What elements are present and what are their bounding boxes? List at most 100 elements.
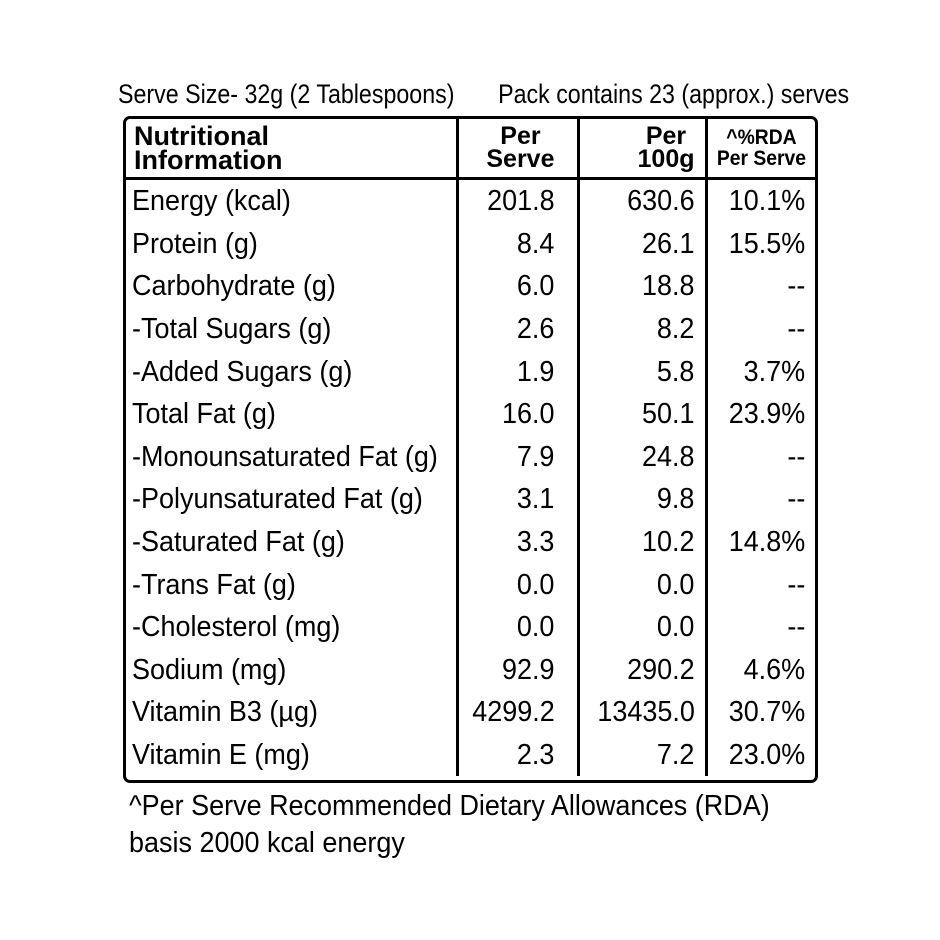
per-100g-cell-text: 7.2 — [656, 739, 695, 772]
nutrient-name-cell-text: -Cholesterol (mg) — [132, 611, 341, 644]
per-100g-cell-text: 5.8 — [656, 355, 695, 388]
nutrition-table: Nutritional Information Per Serve Per 10… — [126, 119, 815, 777]
header-rda-per-serve: ^%RDA Per Serve — [706, 119, 815, 180]
rda-percent-cell-text: -- — [787, 440, 805, 473]
per-serve-cell: 4299.2 — [457, 691, 580, 734]
per-serve-cell: 3.3 — [457, 520, 580, 564]
rda-percent-cell: -- — [706, 265, 815, 308]
header-line: ^%RDA — [726, 126, 797, 149]
nutrient-name-cell: -Saturated Fat (g) — [126, 520, 459, 564]
table-row: Sodium (mg) 92.9 290.2 4.6% — [126, 648, 815, 692]
per-serve-cell-text: 0.0 — [516, 611, 555, 644]
per-serve-cell: 8.4 — [457, 222, 580, 266]
per-serve-cell: 2.6 — [457, 307, 580, 351]
header-line: Nutritional — [134, 120, 269, 151]
nutrient-name-cell: Energy (kcal) — [126, 178, 459, 223]
table-row: -Monounsaturated Fat (g) 7.9 24.8 -- — [126, 435, 815, 479]
header-line: Per Serve — [716, 147, 806, 170]
rda-percent-cell: 4.6% — [706, 649, 815, 692]
per-100g-cell-text: 0.0 — [656, 611, 695, 644]
rda-percent-cell-text: -- — [787, 270, 805, 303]
nutrient-name-cell-text: -Saturated Fat (g) — [132, 526, 345, 559]
table-row: -Cholesterol (mg) 0.0 0.0 -- — [126, 605, 815, 649]
per-serve-cell-text: 2.3 — [516, 739, 555, 772]
table-body: Energy (kcal) 201.8 630.6 10.1% Protein (g) 8… — [126, 178, 815, 777]
per-serve-cell-text: 0.0 — [516, 568, 555, 601]
rda-percent-cell-text: 4.6% — [743, 653, 805, 686]
nutrient-name-cell-text: -Added Sugars (g) — [132, 355, 353, 388]
rda-percent-cell: 23.0% — [706, 734, 815, 777]
per-100g-cell-text: 630.6 — [627, 185, 695, 218]
header-per-serve: Per Serve — [457, 119, 580, 180]
per-serve-cell-text: 3.1 — [516, 483, 555, 516]
table-row: Protein (g) 8.4 26.1 15.5% — [126, 222, 815, 266]
table-row: -Saturated Fat (g) 3.3 10.2 14.8% — [126, 520, 815, 564]
per-100g-cell: 13435.0 — [578, 691, 708, 734]
rda-percent-cell: 10.1% — [706, 179, 815, 223]
per-serve-cell: 2.3 — [457, 733, 580, 777]
footnote-line: basis 2000 kcal energy — [129, 827, 405, 859]
rda-percent-cell-text: 14.8% — [728, 526, 805, 559]
per-100g-cell: 630.6 — [578, 178, 708, 223]
per-serve-cell-text: 2.6 — [516, 313, 555, 346]
rda-percent-cell-text: 30.7% — [728, 696, 805, 729]
per-100g-cell-text: 50.1 — [641, 398, 695, 431]
per-100g-cell: 0.0 — [578, 563, 708, 606]
nutrient-name-cell-text: Energy (kcal) — [132, 185, 291, 218]
table-row: Energy (kcal) 201.8 630.6 10.1% — [126, 178, 815, 223]
nutrient-name-cell-text: -Polyunsaturated Fat (g) — [132, 483, 423, 516]
per-serve-cell: 16.0 — [457, 392, 580, 436]
rda-percent-cell-text: -- — [787, 313, 805, 346]
nutrient-name-cell-text: -Trans Fat (g) — [132, 568, 296, 601]
per-100g-cell: 24.8 — [578, 435, 708, 479]
nutrient-name-cell: -Polyunsaturated Fat (g) — [126, 478, 459, 521]
rda-percent-cell: 14.8% — [706, 521, 815, 564]
rda-percent-cell-text: -- — [787, 568, 805, 601]
nutrient-name-cell: Carbohydrate (g) — [126, 265, 459, 308]
nutrient-name-cell-text: Vitamin B3 (µg) — [132, 696, 318, 729]
header-line: 100g — [637, 145, 695, 173]
nutrient-name-cell: -Cholesterol (mg) — [126, 605, 459, 649]
header-per-100g: Per 100g — [578, 119, 708, 180]
per-100g-cell-text: 13435.0 — [597, 696, 695, 729]
table-row: Vitamin B3 (µg) 4299.2 13435.0 30.7% — [126, 691, 815, 734]
nutrient-name-cell-text: Protein (g) — [132, 227, 258, 260]
nutrient-name-cell: -Trans Fat (g) — [126, 563, 459, 606]
per-serve-cell-text: 1.9 — [516, 355, 555, 388]
per-100g-cell: 0.0 — [578, 605, 708, 649]
header-nutritional-information: Nutritional Information — [126, 119, 459, 180]
rda-percent-cell: 30.7% — [706, 691, 815, 734]
nutrient-name-cell-text: Total Fat (g) — [132, 398, 276, 431]
nutrient-name-cell-text: -Monounsaturated Fat (g) — [132, 440, 438, 473]
nutrient-name-cell-text: Carbohydrate (g) — [132, 270, 336, 303]
nutrient-name-cell-text: Vitamin E (mg) — [132, 739, 310, 772]
rda-percent-cell: -- — [706, 436, 815, 479]
table-row: Total Fat (g) 16.0 50.1 23.9% — [126, 392, 815, 436]
per-serve-cell: 3.1 — [457, 478, 580, 521]
per-serve-cell-text: 6.0 — [516, 270, 555, 303]
rda-percent-cell: -- — [706, 308, 815, 351]
per-100g-cell: 8.2 — [578, 307, 708, 351]
per-100g-cell-text: 18.8 — [641, 270, 695, 303]
per-100g-cell: 50.1 — [578, 392, 708, 436]
per-serve-cell-text: 201.8 — [487, 185, 555, 218]
table-row: Vitamin E (mg) 2.3 7.2 23.0% — [126, 733, 815, 777]
per-100g-cell-text: 10.2 — [641, 526, 695, 559]
rda-percent-cell: -- — [706, 563, 815, 606]
per-serve-cell: 6.0 — [457, 265, 580, 308]
serving-info-line: Serve Size- 32g (2 Tablespoons) Pack con… — [118, 76, 849, 112]
rda-footnote: ^Per Serve Recommended Dietary Allowance… — [129, 788, 849, 862]
per-serve-cell-text: 8.4 — [516, 227, 555, 260]
per-serve-cell-text: 3.3 — [516, 526, 555, 559]
per-serve-cell-text: 16.0 — [501, 398, 555, 431]
rda-percent-cell: -- — [706, 478, 815, 521]
nutrient-name-cell: Protein (g) — [126, 222, 459, 266]
per-100g-cell-text: 290.2 — [627, 653, 695, 686]
nutrient-name-cell-text: -Total Sugars (g) — [132, 313, 332, 346]
per-serve-cell: 7.9 — [457, 435, 580, 479]
table-row: -Added Sugars (g) 1.9 5.8 3.7% — [126, 350, 815, 393]
table-row: -Polyunsaturated Fat (g) 3.1 9.8 -- — [126, 478, 815, 521]
nutrient-name-cell: Sodium (mg) — [126, 648, 459, 692]
rda-percent-cell-text: -- — [787, 611, 805, 644]
per-100g-cell: 290.2 — [578, 648, 708, 692]
